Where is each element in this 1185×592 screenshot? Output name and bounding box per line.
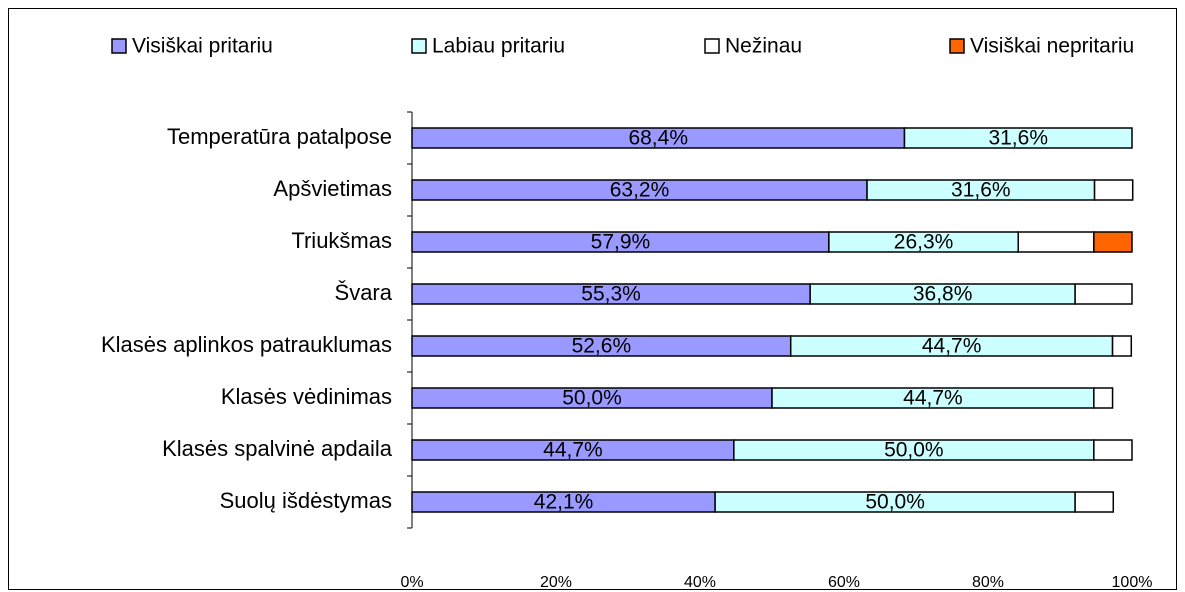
bar-segment [1111,335,1133,357]
bar-segment [903,127,1133,149]
category-label: Apšvietimas [273,176,392,201]
value-label: 44,7% [903,387,963,410]
value-label: 44,7% [543,439,603,462]
category-label: Klasės spalvinė apdaila [162,436,393,461]
bar-segment [1074,491,1115,513]
x-tick-label: 0% [400,574,423,591]
bar-segment [1093,179,1134,201]
legend-swatch [111,38,127,54]
x-tick-label: 100% [1112,574,1153,591]
value-label: 50,0% [884,439,944,462]
value-label: 44,7% [922,335,982,358]
bar-segment [1074,283,1133,305]
legend-swatch [949,38,965,54]
value-label: 63,2% [610,179,670,202]
bar-segment [1093,439,1133,461]
category-label: Triukšmas [291,228,392,253]
value-label: 50,0% [865,491,925,514]
value-label: 50,0% [562,387,622,410]
category-label: Klasės vėdinimas [221,384,392,409]
legend-swatch [704,38,720,54]
category-label: Temperatūra patalpose [167,124,392,149]
legend-label: Visiškai nepritariu [970,35,1134,58]
x-tick-label: 20% [540,574,572,591]
value-label: 31,6% [988,127,1048,150]
x-tick-label: 80% [972,574,1004,591]
x-tick-label: 60% [828,574,860,591]
value-label: 42,1% [534,491,594,514]
legend-swatch [411,38,427,54]
bar-segment [1093,387,1114,409]
value-label: 26,3% [894,231,954,254]
category-label: Klasės aplinkos patrauklumas [101,332,392,357]
value-label: 36,8% [913,283,973,306]
value-label: 52,6% [572,335,632,358]
value-label: 31,6% [951,179,1011,202]
value-label: 68,4% [628,127,688,150]
value-label: 57,9% [591,231,651,254]
value-label: 55,3% [581,283,641,306]
legend-label: Visiškai pritariu [132,35,273,58]
bar-segment [1017,231,1095,253]
category-label: Švara [335,280,393,305]
category-label: Suolų išdėstymas [220,488,392,513]
x-tick-label: 40% [684,574,716,591]
legend-label: Labiau pritariu [432,35,565,58]
legend-label: Nežinau [725,35,802,58]
bar-segment [1093,231,1133,253]
